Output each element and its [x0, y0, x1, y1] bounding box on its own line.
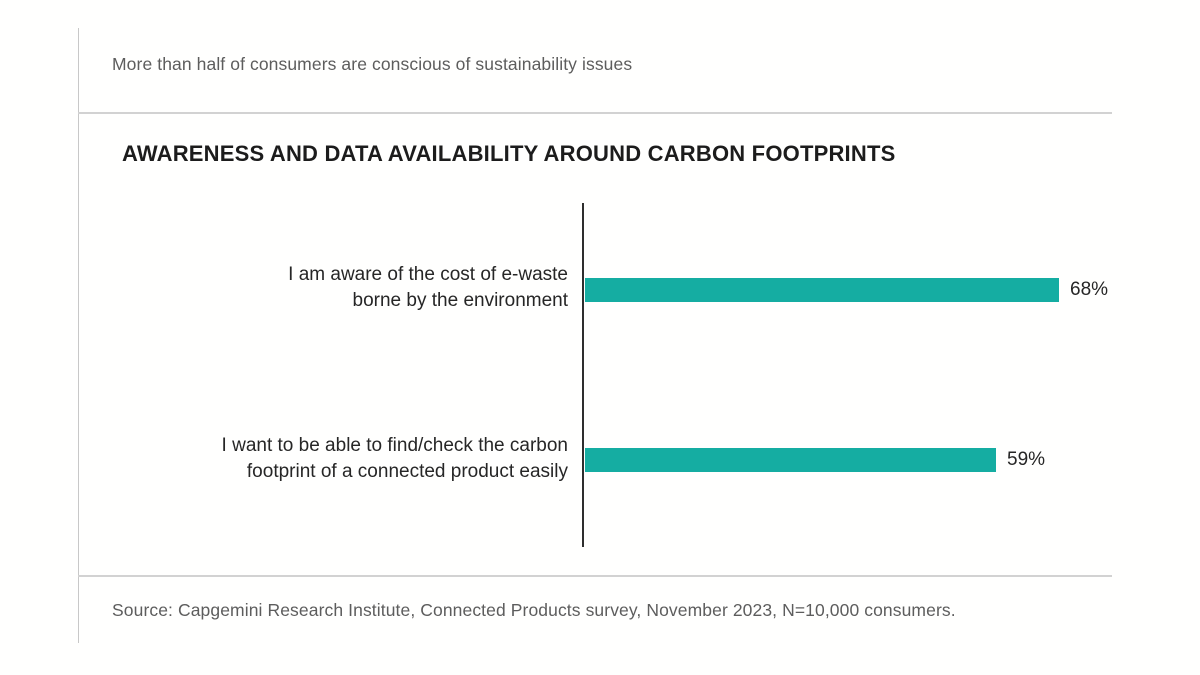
bar-row: 68% [585, 278, 1108, 302]
y-axis-line [582, 203, 584, 547]
bar-value-label: 59% [1007, 449, 1046, 470]
bar-row: 59% [585, 448, 1045, 472]
figure-caption: More than half of consumers are consciou… [112, 54, 633, 74]
bar-value-label: 68% [1070, 279, 1109, 300]
chart-title: AWARENESS AND DATA AVAILABILITY AROUND C… [122, 141, 896, 166]
source-attribution: Source: Capgemini Research Institute, Co… [112, 600, 956, 620]
bottom-divider [78, 575, 1112, 577]
bar-carbon-footprint-check [585, 448, 996, 472]
category-label: I want to be able to find/check the carb… [221, 435, 568, 482]
left-border-rule [78, 28, 79, 643]
bar-awareness-ewaste [585, 278, 1059, 302]
top-divider [78, 112, 1112, 114]
category-label: I am aware of the cost of e-waste borne … [288, 264, 568, 311]
